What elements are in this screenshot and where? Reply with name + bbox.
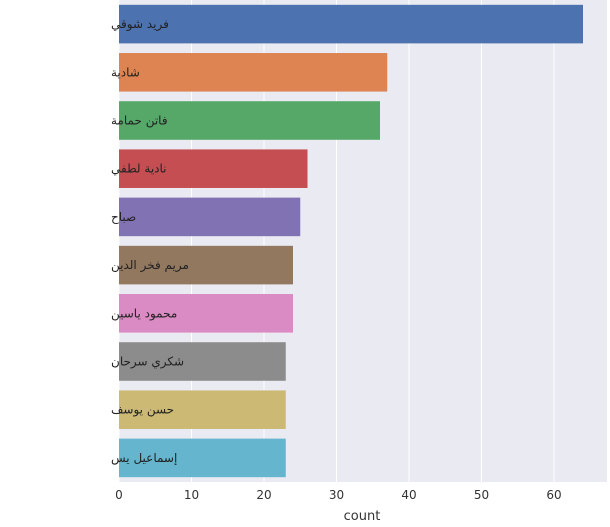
- x-tick-label: 0: [115, 488, 123, 502]
- bar: [119, 101, 380, 140]
- category-label: نادية لطفي: [111, 162, 167, 176]
- x-tick-label: 20: [256, 488, 271, 502]
- category-label: صباح: [111, 210, 136, 224]
- category-label: مريم فخر الدين: [111, 258, 189, 273]
- bar: [119, 390, 286, 429]
- bar: [119, 149, 308, 188]
- x-tick-labels: 0 10 20 30 40 50 60: [115, 488, 561, 502]
- x-axis-title: count: [344, 509, 381, 524]
- x-tick-label: 40: [401, 488, 416, 502]
- x-tick-label: 30: [329, 488, 344, 502]
- bar: [119, 53, 388, 92]
- bar: [119, 342, 286, 381]
- bar: [119, 4, 583, 44]
- bar: [119, 245, 293, 285]
- category-label: فاتن حمامة: [111, 114, 168, 129]
- category-label: شكري سرحان: [111, 355, 184, 370]
- category-label: محمود ياسين: [111, 306, 177, 321]
- bar: [119, 294, 293, 333]
- category-label: فريد شوقي: [111, 17, 169, 32]
- x-tick-label: 60: [546, 488, 561, 502]
- bar: [119, 197, 301, 237]
- category-labels: فريد شوقي شادية فاتن حمامة نادية لطفي صباح مر…: [111, 17, 189, 466]
- category-label: إسماعيل يس: [111, 451, 177, 466]
- x-tick-label: 50: [474, 488, 489, 502]
- category-label: حسن يوسف: [111, 403, 174, 418]
- bars: [119, 4, 583, 478]
- x-tick-label: 10: [184, 488, 199, 502]
- category-label: شادية: [111, 65, 140, 79]
- bar: [119, 438, 286, 478]
